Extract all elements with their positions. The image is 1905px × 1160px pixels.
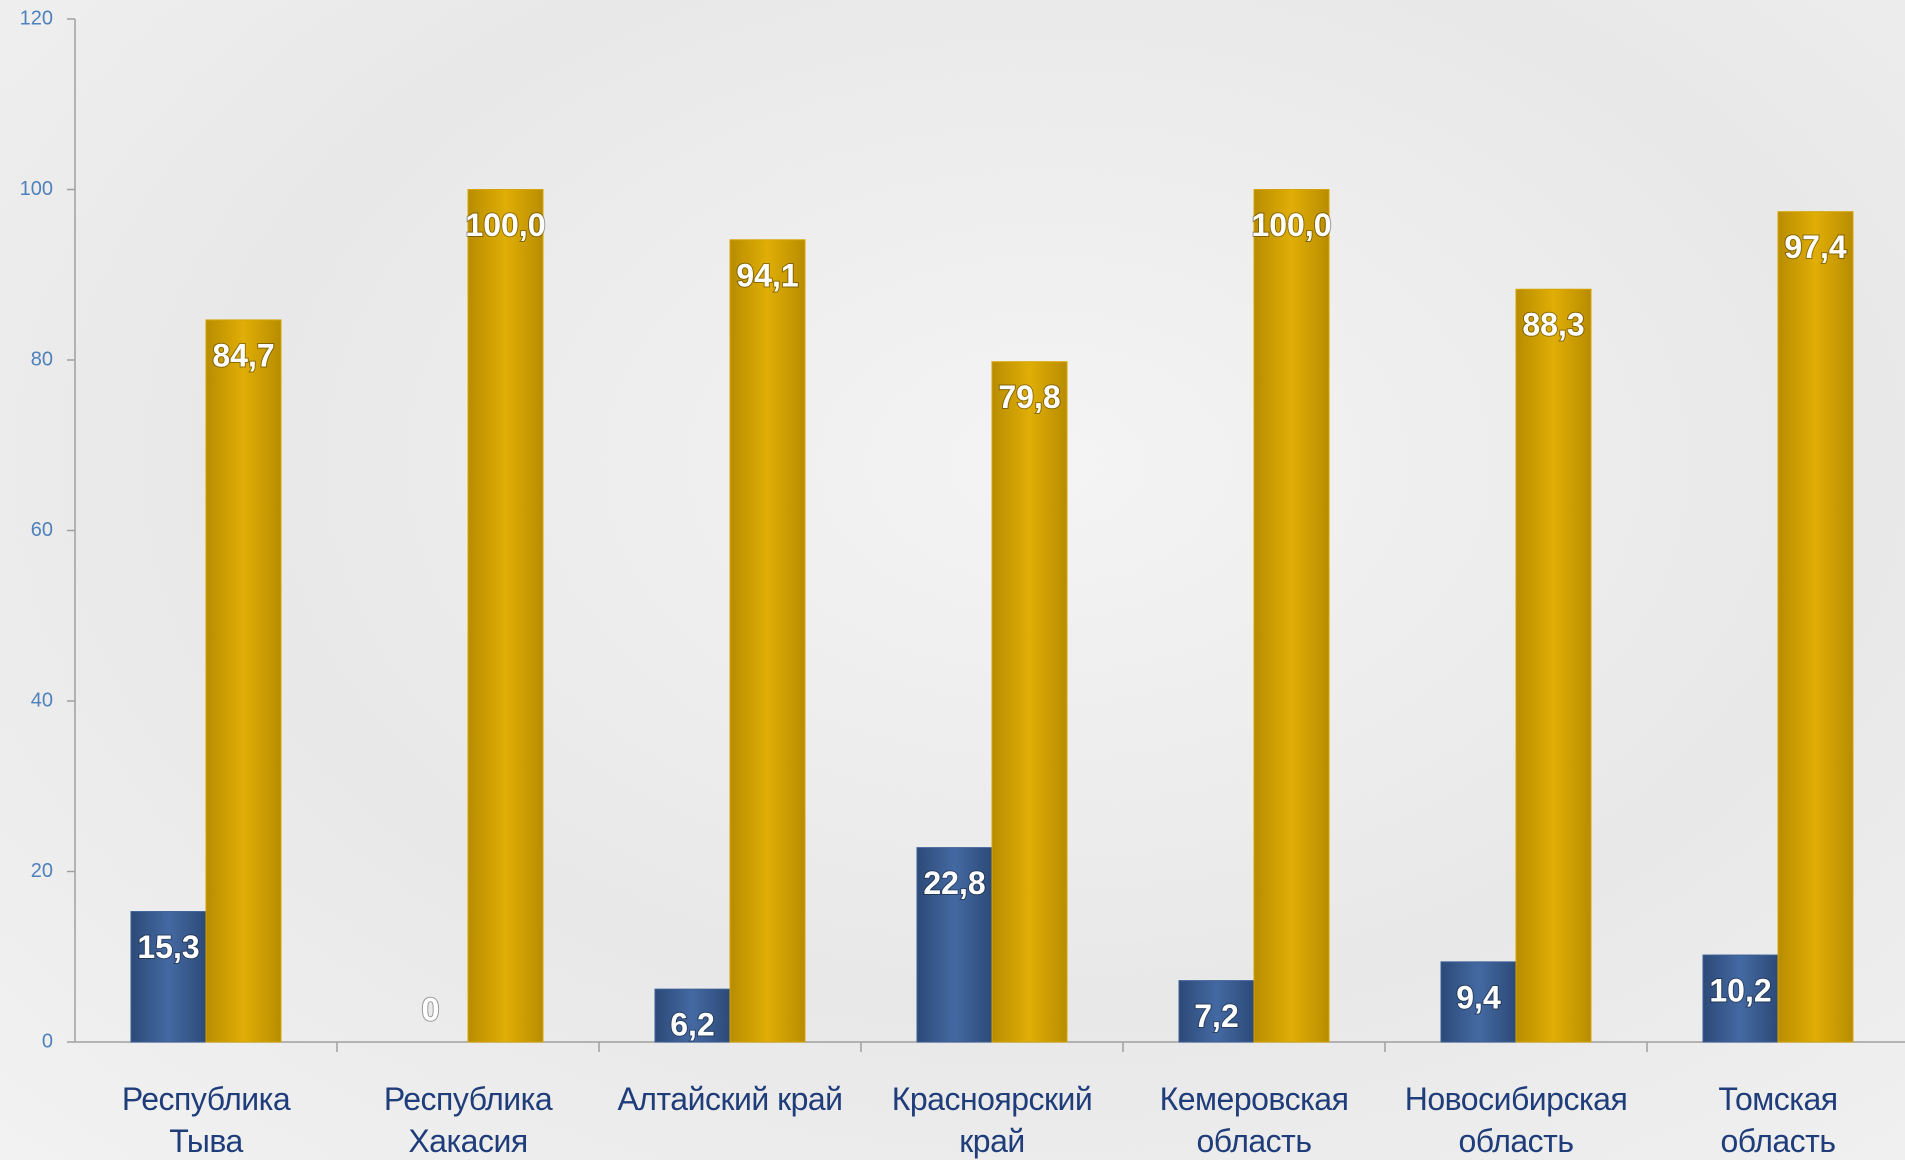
value-label: 15,3 [137,929,199,965]
value-label: 10,2 [1709,972,1771,1008]
value-label: 79,8 [998,379,1060,415]
bar [991,361,1068,1043]
value-label: 84,7 [212,337,274,373]
bar [1777,211,1854,1043]
y-tick-label: 100 [20,178,53,200]
bar [467,189,544,1043]
value-label: 22,8 [923,865,985,901]
bar [916,847,993,1043]
bar [205,319,282,1043]
value-label: 88,3 [1522,307,1584,343]
y-tick-label: 120 [20,7,53,29]
y-tick-label: 20 [31,860,53,882]
value-label: 0 [422,991,440,1027]
bar [654,988,731,1043]
value-label: 7,2 [1194,998,1238,1034]
x-tick-label: Республика Тыва [121,1081,291,1159]
x-tick-label: Кемеровская область [1159,1081,1349,1159]
bar [1515,288,1592,1043]
value-label: 94,1 [736,257,798,293]
x-tick-label: Республика Хакасия [383,1081,553,1159]
y-tick-label: 80 [31,348,53,370]
y-tick-label: 0 [42,1030,53,1052]
bar [1440,961,1517,1043]
bar [1702,954,1779,1043]
x-tick-label: Томская область [1718,1081,1838,1159]
value-label: 6,2 [670,1007,714,1043]
y-tick-label: 40 [31,689,53,711]
x-tick-label: Красноярский край [891,1081,1093,1159]
y-tick-label: 60 [31,519,53,541]
x-tick-label: Алтайский край [617,1081,843,1117]
value-label: 97,4 [1784,229,1846,265]
value-label: 9,4 [1456,979,1501,1015]
x-tick-label: Новосибирская область [1404,1081,1628,1159]
value-label: 100,0 [465,207,545,243]
bar [1253,189,1330,1043]
value-label: 100,0 [1251,207,1331,243]
bar [729,239,806,1043]
